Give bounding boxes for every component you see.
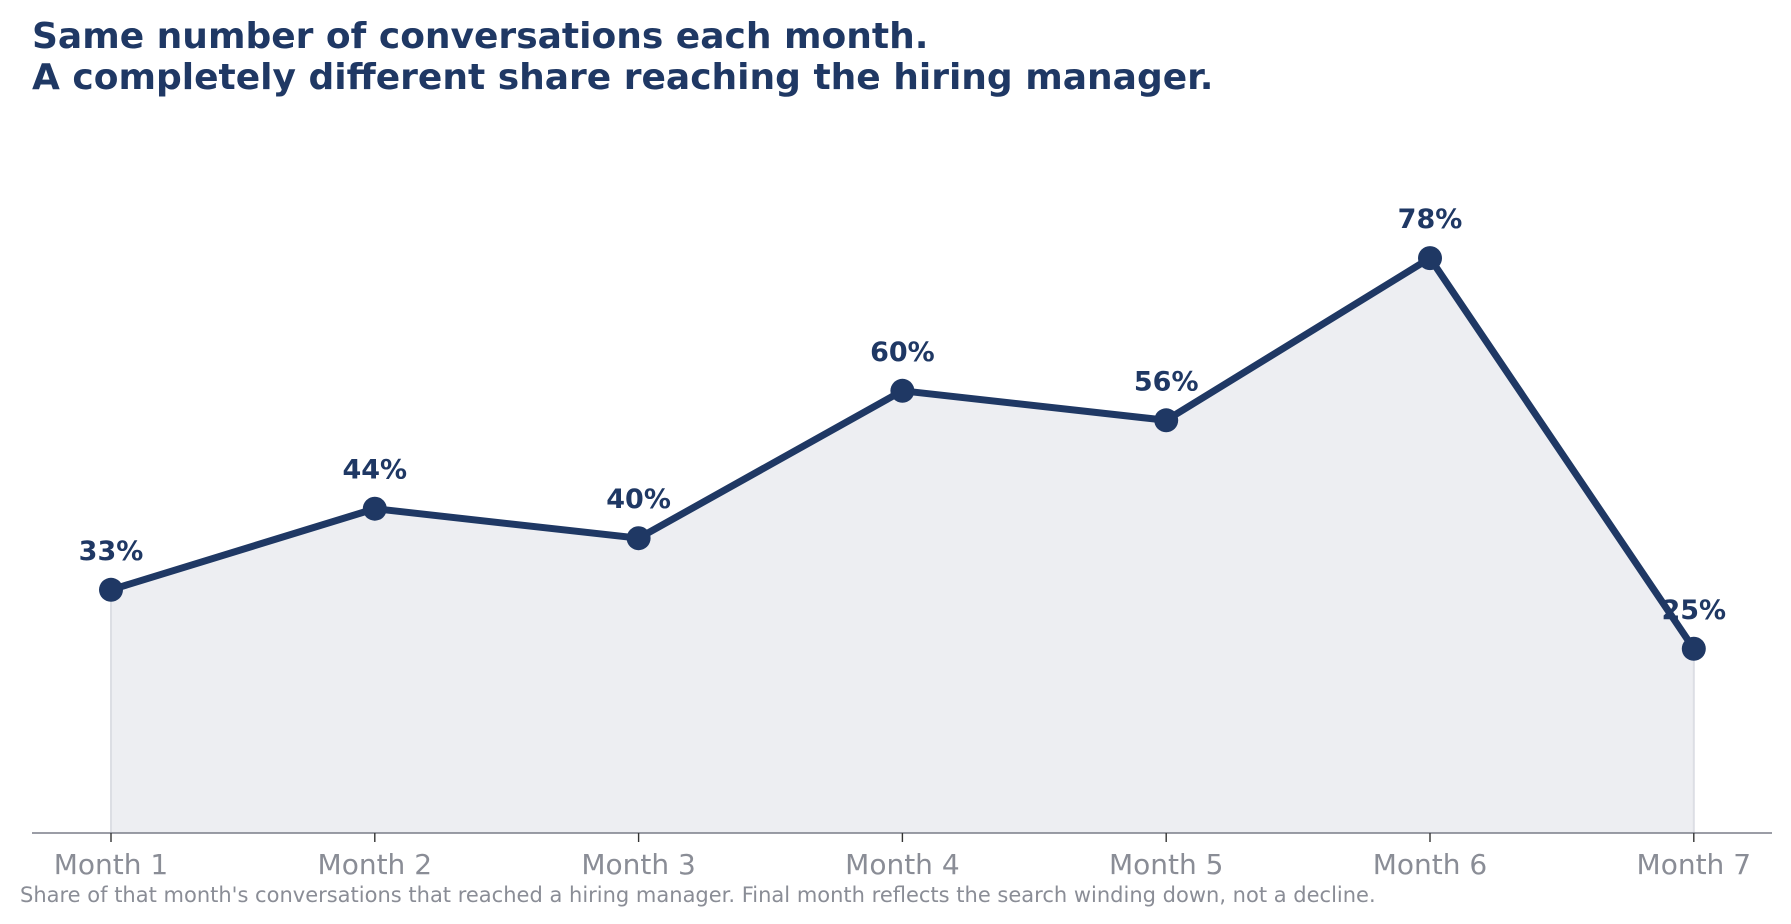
data-label: 60% [870,337,935,368]
data-point [890,378,915,403]
x-tick-label: Month 2 [318,848,432,881]
data-label: 33% [79,536,144,567]
data-point [1154,408,1179,433]
data-point [1418,246,1442,271]
x-tick-label: Month 4 [845,848,959,881]
plot-area: Month 1 Month 2 Month 3 Month 4 Month 5 Month… [32,204,1772,881]
data-label: 44% [342,455,407,486]
chart-title: Same number of conversations each month. [32,16,928,57]
data-point [626,526,651,551]
data-point [362,496,387,521]
data-label: 40% [606,484,671,515]
chart-subtitle: A completely different share reaching th… [32,57,1213,98]
x-tick-label: Month 1 [54,848,168,881]
chart-footnote: Share of that month's conversations that… [20,883,1376,907]
data-label: 25% [1661,595,1726,626]
data-label: 78% [1398,204,1463,235]
data-point [1681,636,1706,661]
x-tick-label: Month 7 [1637,848,1751,881]
data-label: 56% [1134,366,1199,397]
series-area [111,258,1694,833]
x-tick-label: Month 5 [1109,848,1223,881]
x-tick-label: Month 3 [581,848,695,881]
x-tick-label: Month 6 [1373,848,1487,881]
data-point [99,577,123,602]
